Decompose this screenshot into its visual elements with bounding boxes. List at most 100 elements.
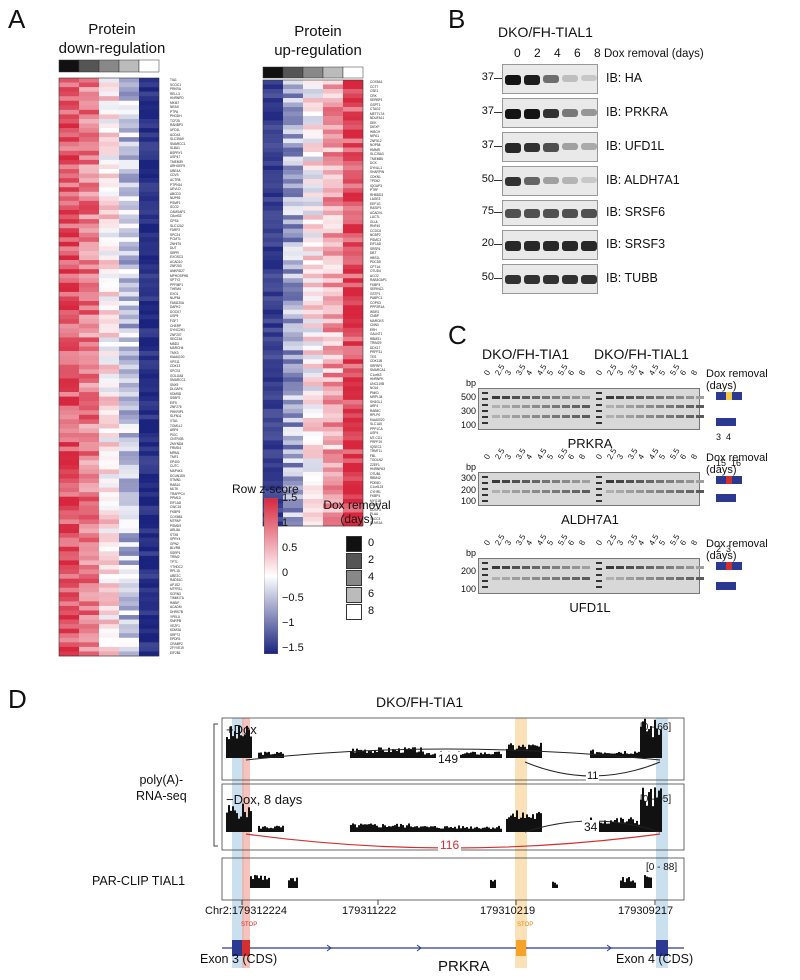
- coverage-bar: [530, 745, 532, 758]
- gel-band: [492, 577, 500, 580]
- heatmap-cell: [99, 382, 119, 388]
- coverage-bar: [360, 749, 362, 758]
- heatmap-cell: [343, 327, 363, 333]
- heatmap-cell: [139, 96, 159, 102]
- heatmap-cell: [119, 250, 139, 256]
- heatmap-cell: [119, 496, 139, 502]
- heatmap-cell: [119, 232, 139, 238]
- heatmap-cell: [79, 296, 99, 302]
- heatmap-cell: [99, 451, 119, 457]
- gene-label: SPCS1: [170, 369, 181, 373]
- heatmap-cell: [139, 209, 159, 215]
- heatmap-cell: [263, 476, 283, 482]
- heatmap-cell: [303, 116, 323, 121]
- coverage-bar: [358, 825, 360, 832]
- coverage-bar: [608, 823, 610, 832]
- gene-label: SH3GL1: [370, 399, 383, 404]
- gel-band: [552, 405, 560, 409]
- blot-band: [524, 209, 540, 218]
- gene-label: DLGAP4: [170, 387, 183, 392]
- blot-band: [524, 75, 540, 85]
- heatmap-cell: [99, 537, 119, 543]
- heatmap-cell: [139, 428, 159, 434]
- coverage-bar: [456, 828, 458, 832]
- heatmap-cell: [283, 381, 303, 387]
- gel-bp-label: bp: [465, 378, 476, 388]
- heatmap-cell: [139, 401, 159, 406]
- coverage-bar: [614, 820, 616, 832]
- heatmap-cell: [59, 478, 79, 484]
- up-regulation-heatmap: [262, 66, 364, 527]
- heatmap-cell: [79, 141, 99, 147]
- heatmap-cell: [79, 91, 99, 97]
- heatmap-cell: [139, 369, 159, 375]
- coverage-bar: [374, 750, 376, 758]
- gel-band: [522, 577, 530, 580]
- heatmap-cell: [99, 551, 119, 557]
- heatmap-cell: [303, 282, 323, 288]
- heatmap-cell: [139, 637, 159, 643]
- gene-label: IQSEC1: [370, 444, 382, 449]
- heatmap-cell: [303, 125, 323, 130]
- gene-label: C1orf43: [370, 372, 382, 377]
- heatmap-cell: [343, 287, 363, 293]
- gel-band: [676, 566, 684, 569]
- parclip-label: PAR-CLIP TIAL1: [92, 874, 186, 888]
- heatmap-cell: [79, 187, 99, 193]
- gel-image: [478, 472, 700, 506]
- heatmap-cell: [139, 451, 159, 457]
- gene-label: TMEM39: [170, 159, 183, 164]
- heatmap-cell: [59, 123, 79, 129]
- gel-band: [656, 577, 664, 580]
- heatmap-cell: [303, 242, 323, 247]
- heatmap-cell: [343, 138, 363, 144]
- heatmap-cell: [99, 369, 119, 375]
- heatmap-cell: [263, 269, 283, 275]
- gel-band: [686, 577, 694, 580]
- heatmap-cell: [343, 219, 363, 225]
- gel-band: [646, 414, 654, 418]
- heatmap-cell: [263, 152, 283, 157]
- panel-c-cell1: DKO/FH-TIA1: [482, 346, 570, 362]
- coverage-bar: [536, 745, 538, 758]
- heatmap-cell: [343, 363, 363, 369]
- heatmap-cell: [323, 246, 343, 252]
- track2-label: −Dox, 8 days: [226, 792, 303, 807]
- coverage-bar: [632, 880, 634, 888]
- coverage-bar: [250, 876, 252, 888]
- dox-header-cell: [302, 66, 324, 79]
- heatmap-cell: [79, 228, 99, 234]
- heatmap-cell: [343, 125, 363, 130]
- heatmap-cell: [263, 408, 283, 414]
- heatmap-cell: [99, 492, 119, 498]
- heatmap-cell: [139, 432, 159, 438]
- heatmap-cell: [59, 364, 79, 370]
- coverage-bar: [498, 825, 500, 832]
- heatmap-cell: [59, 519, 79, 525]
- heatmap-cell: [303, 165, 323, 171]
- dox-header-cell: [118, 59, 140, 73]
- heatmap-cell: [99, 269, 119, 275]
- heatmap-cell: [99, 291, 119, 297]
- gene-label: VEZF1: [170, 623, 180, 628]
- strand-arrow: [606, 944, 612, 952]
- heatmap-cell: [59, 473, 79, 479]
- coverage-bar: [650, 788, 652, 832]
- heatmap-cell: [283, 296, 303, 302]
- heatmap-cell: [119, 451, 139, 457]
- heatmap-cell: [79, 232, 99, 238]
- coverage-bar: [426, 753, 428, 758]
- heatmap-cell: [323, 386, 343, 392]
- heatmap-cell: [119, 487, 139, 493]
- heatmap-cell: [99, 442, 119, 447]
- heatmap-cell: [119, 401, 139, 406]
- gene-label: TACC3: [370, 516, 381, 521]
- heatmap-cell: [59, 396, 79, 402]
- heatmap-cell: [59, 264, 79, 270]
- heatmap-cell: [79, 505, 99, 511]
- heatmap-cell: [263, 251, 283, 256]
- coverage-bar: [616, 818, 618, 832]
- coverage-bar: [362, 751, 364, 758]
- heatmap-cell: [59, 414, 79, 420]
- blot-label: IB: SRSF3: [606, 237, 666, 251]
